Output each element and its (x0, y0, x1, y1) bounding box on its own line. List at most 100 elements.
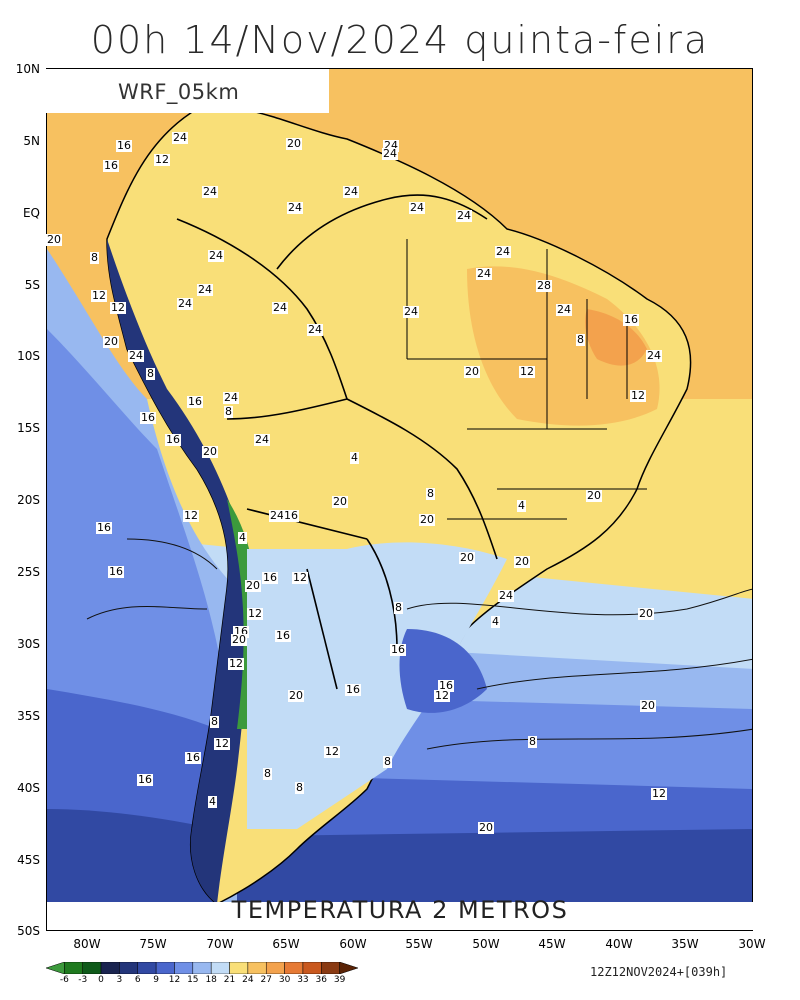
contour-label: 12 (292, 571, 308, 584)
contour-label: 12 (630, 389, 646, 402)
color-bar-segment (192, 962, 212, 974)
lat-tick: 30S (17, 637, 40, 651)
contour-label: 24 (307, 323, 323, 336)
contour-label: 16 (275, 629, 291, 642)
lon-tick: 60W (339, 937, 367, 951)
color-bar-segment (64, 962, 83, 974)
lon-tick: 50W (472, 937, 500, 951)
color-bar-segment (210, 962, 230, 974)
color-bar-segment (46, 962, 65, 974)
contour-label: 24 (556, 303, 572, 316)
contour-label: 24 (456, 209, 472, 222)
color-bar-tick: 27 (260, 975, 272, 985)
color-bar-segment (119, 962, 139, 974)
color-bar-tick: 24 (242, 975, 254, 985)
lon-tick: 45W (538, 937, 566, 951)
color-bar-tick: 0 (98, 975, 104, 985)
contour-label: 24 (128, 349, 144, 362)
lat-tick: 35S (17, 709, 40, 723)
lat-tick: 15S (17, 421, 40, 435)
contour-label: 24 (202, 185, 218, 198)
contour-label: 20 (286, 137, 302, 150)
color-bar-segment (265, 962, 285, 974)
brazil-hot (467, 266, 660, 426)
contour-label: 20 (231, 633, 247, 646)
color-bar-segment (155, 962, 175, 974)
contour-label: 8 (394, 601, 403, 614)
color-bar-segment (339, 962, 358, 974)
contour-label: 24 (409, 201, 425, 214)
contour-label: 12 (324, 745, 340, 758)
contour-label: 16 (345, 683, 361, 696)
color-bar-segment (100, 962, 120, 974)
contour-label: 24 (403, 305, 419, 318)
lat-tick: EQ (22, 206, 40, 220)
color-bar-segment (229, 962, 249, 974)
color-bar-tick: 6 (134, 975, 141, 985)
lon-tick: 75W (139, 937, 167, 951)
contour-label: 16 (103, 159, 119, 172)
contour-label: 16 (187, 395, 203, 408)
lon-tick: 80W (73, 937, 101, 951)
color-bar-tick: 30 (278, 975, 291, 985)
contour-label: 16 (108, 565, 124, 578)
contour-label: 24 (223, 391, 239, 404)
color-bar-segment (321, 962, 340, 974)
contour-label: 16 (623, 313, 639, 326)
temperature-map (47, 69, 752, 930)
lat-tick: 5N (23, 134, 40, 148)
contour-label: 20 (419, 513, 435, 526)
contour-label: 12 (110, 301, 126, 314)
contour-label: 4 (350, 451, 359, 464)
contour-label: 8 (576, 333, 585, 346)
contour-label: 20 (103, 335, 119, 348)
map-canvas[interactable] (46, 68, 753, 931)
contour-label: 4 (491, 615, 500, 628)
lon-tick: 35W (671, 937, 699, 951)
lon-tick: 55W (405, 937, 433, 951)
model-label: WRF_05km (118, 80, 240, 104)
variable-label: TEMPERATURA 2 METROS (231, 896, 569, 924)
contour-label: 16 (140, 411, 156, 424)
country-borders (176, 194, 498, 690)
contour-label: 24 (287, 201, 303, 214)
contour-label: 12 (434, 689, 450, 702)
contour-label: 4 (238, 531, 247, 544)
model-label-box (46, 69, 329, 113)
contour-label: 16 (390, 643, 406, 656)
color-bar-segment (247, 962, 267, 974)
contour-label: 12 (91, 289, 107, 302)
contour-label: 12 (228, 657, 244, 670)
color-bar-tick: 15 (187, 975, 199, 985)
color-bar-tick: 33 (297, 975, 309, 985)
contour-label: 20 (332, 495, 348, 508)
color-bar-tick: 12 (168, 975, 181, 985)
contour-label: 16 (283, 509, 299, 522)
andes-cold (107, 239, 247, 904)
contour-label: 8 (528, 735, 537, 748)
contour-label: 8 (426, 487, 435, 500)
contour-label: 16 (165, 433, 181, 446)
contour-label: 8 (146, 367, 155, 380)
contour-label: 8 (210, 715, 219, 728)
contour-label: 24 (197, 283, 213, 296)
contour-label: 24 (272, 301, 288, 314)
contour-label: 20 (586, 489, 602, 502)
contour-label: 8 (90, 251, 99, 264)
lat-tick: 10N (15, 62, 40, 76)
contour-label: 20 (202, 445, 218, 458)
south-cool (247, 542, 507, 829)
contour-label: 8 (295, 781, 304, 794)
lon-tick: 65W (272, 937, 300, 951)
lat-tick: 45S (17, 853, 40, 867)
contour-label: 16 (438, 679, 454, 692)
contour-label: 20 (459, 551, 475, 564)
contour-label: 8 (224, 405, 233, 418)
contour-label: 16 (137, 773, 153, 786)
contour-label: 8 (263, 767, 272, 780)
contour-label: 24 (177, 297, 193, 310)
contour-label: 20 (464, 365, 480, 378)
state-borders (406, 239, 647, 520)
rs-cold (399, 629, 487, 713)
color-bar-tick: 21 (223, 975, 236, 985)
